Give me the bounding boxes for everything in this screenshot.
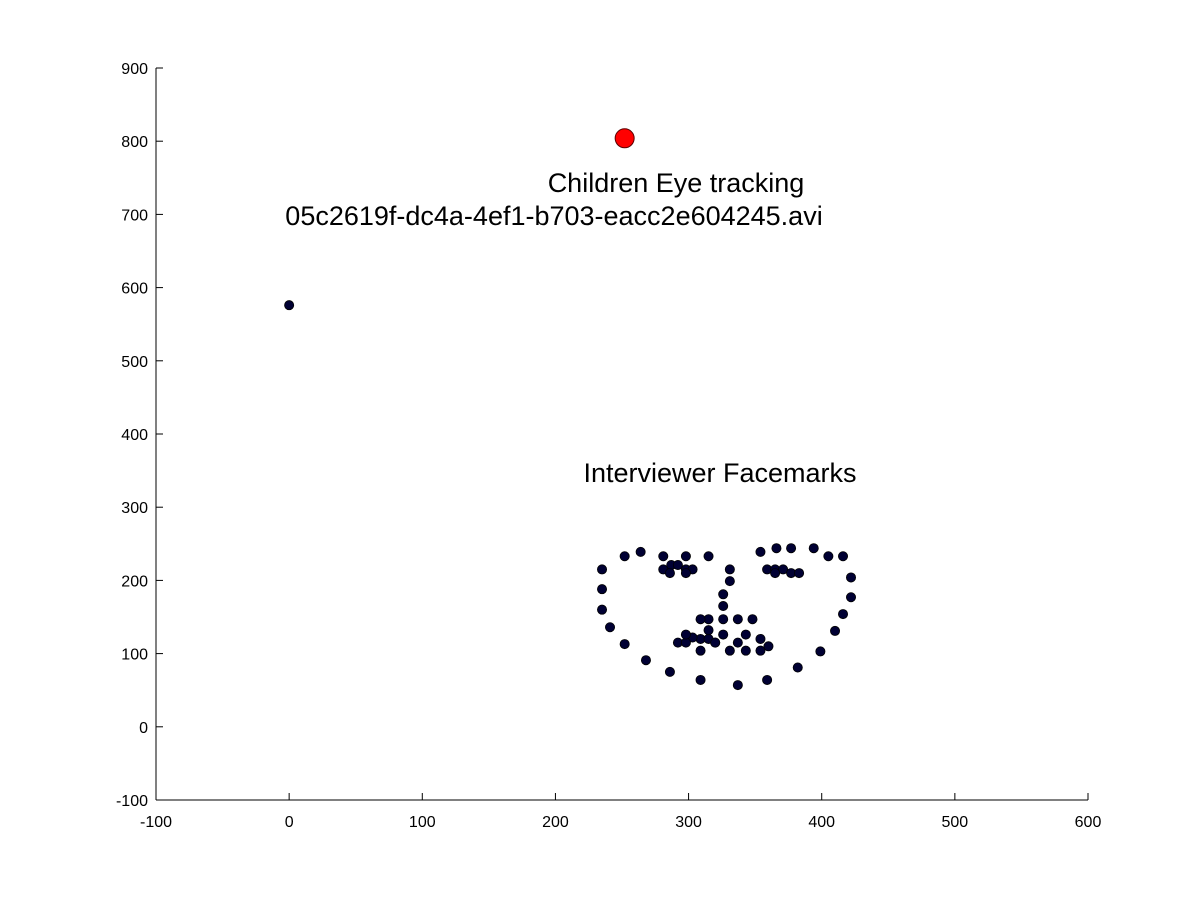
facemark-point [762,674,773,685]
facemark-point [680,568,691,579]
facemark-point [284,300,295,311]
facemark-point [718,614,729,625]
y-tick-label: 400 [121,427,148,444]
facemark-point [635,546,646,557]
facemark-point [597,604,608,615]
x-tick-label: 300 [675,814,702,831]
y-tick-label: 700 [121,207,148,224]
facemark-point [770,568,781,579]
facemark-point [597,584,608,595]
facemark-point [619,551,630,562]
x-tick-label: 200 [542,814,569,831]
x-tick-label: 500 [942,814,969,831]
annotation-filename: 05c2619f-dc4a-4ef1-b703-eacc2e604245.avi [285,201,822,231]
x-tick-label: 0 [285,814,294,831]
facemark-point [718,629,729,640]
y-tick-label: 0 [139,720,148,737]
facemark-point [680,551,691,562]
facemark-point [763,641,774,652]
facemark-point [792,662,803,673]
y-tick-label: 800 [121,134,148,151]
facemark-point [718,589,729,600]
annotation-eye-tracking: Children Eye tracking [548,168,805,198]
facemark-point [695,645,706,656]
facemark-point [747,614,758,625]
facemark-point [695,674,706,685]
facemark-point [695,614,706,625]
facemark-point [710,637,721,648]
x-tick-label: 400 [808,814,835,831]
facemark-point [823,551,834,562]
facemark-point [732,614,743,625]
facemark-point [786,543,797,554]
facemark-point [664,568,675,579]
facemark-point [724,645,735,656]
facemark-point [755,645,766,656]
facemark-point [740,629,751,640]
facemark-point [703,625,714,636]
y-tick-label: 100 [121,647,148,664]
facemark-point [815,646,826,657]
y-tick-label: 500 [121,354,148,371]
facemark-point [830,625,841,636]
annotation-facemarks: Interviewer Facemarks [583,458,856,488]
y-tick-label: 600 [121,281,148,298]
facemark-point [724,576,735,587]
facemark-point [732,680,743,691]
facemark-point [640,655,651,666]
facemark-point [718,601,729,612]
y-tick-label: 200 [121,573,148,590]
annotations: Children Eye tracking 05c2619f-dc4a-4ef1… [285,168,856,488]
x-tick-label: -100 [140,814,172,831]
facemark-point [771,543,782,554]
y-tick-label: 900 [121,61,148,78]
facemark-point [808,543,819,554]
facemark-point [619,639,630,650]
facemark-point [605,622,616,633]
facemark-point [846,592,857,603]
facemark-point [846,572,857,583]
facemark-point [664,666,675,677]
y-tick-label: 300 [121,500,148,517]
facemark-point [732,637,743,648]
facemark-point [838,551,849,562]
facemark-point [838,609,849,620]
ticks: -100 0 100 200 300 400 500 600 -100 0 100 200 300 400… [116,61,1101,831]
facemark-point [755,546,766,557]
gaze-point [614,128,635,149]
data-points [284,128,857,691]
facemark-point [703,551,714,562]
facemark-point [672,560,683,571]
facemark-point [794,568,805,579]
facemark-point [658,551,669,562]
facemark-point [597,564,608,575]
y-tick-label: -100 [116,793,148,810]
facemark-point [724,564,735,575]
facemark-point [680,629,691,640]
x-tick-label: 100 [409,814,436,831]
x-tick-label: 600 [1075,814,1102,831]
facemark-point [740,645,751,656]
facemark-point [755,633,766,644]
